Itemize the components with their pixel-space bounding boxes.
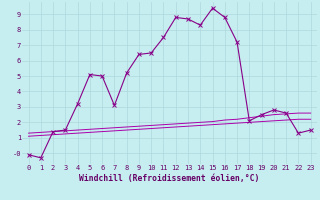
X-axis label: Windchill (Refroidissement éolien,°C): Windchill (Refroidissement éolien,°C) <box>79 174 260 183</box>
